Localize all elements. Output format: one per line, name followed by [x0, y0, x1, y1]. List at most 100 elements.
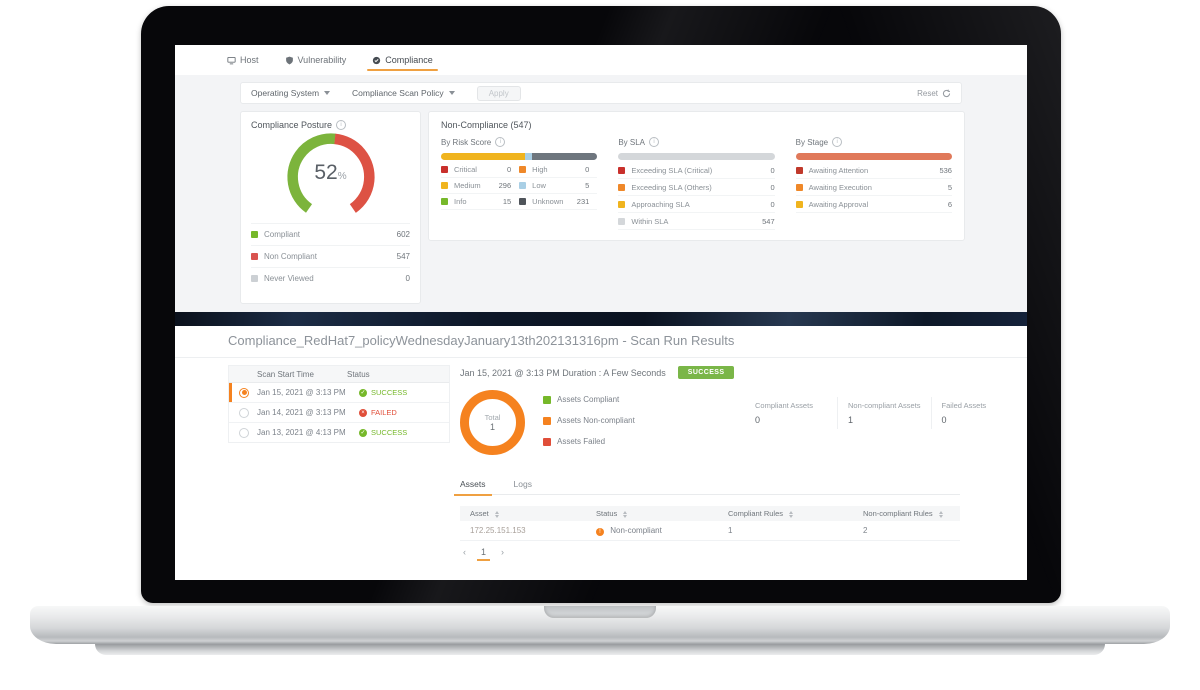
apply-button[interactable]: Apply: [476, 85, 521, 101]
non-compliant-rules-column-header[interactable]: Non-compliant Rules: [863, 509, 960, 518]
pagination: ‹ 1 ›: [463, 547, 505, 561]
status-column-header[interactable]: Status: [596, 509, 728, 518]
asset-ip-link[interactable]: 172.25.151.153: [470, 526, 526, 535]
awaiting-execution-label: Awaiting Execution: [808, 182, 872, 192]
compliance-scan-policy-dropdown[interactable]: Compliance Scan Policy: [352, 88, 455, 98]
info-icon[interactable]: [832, 137, 843, 147]
tab-logs[interactable]: Logs: [513, 479, 532, 489]
stage-legend: Awaiting Attention 536 Awaiting Executio…: [795, 162, 952, 213]
asset-column-label: Asset: [470, 509, 489, 518]
legend-awaiting-execution: Awaiting Execution 5: [795, 179, 952, 196]
medium-value: 296: [498, 181, 512, 190]
page-number[interactable]: 1: [476, 547, 491, 561]
awaiting-attention-label: Awaiting Attention: [808, 165, 869, 175]
risk-score-stacked-bar: [441, 153, 598, 160]
assets-compliant-label: Assets Compliant: [557, 395, 620, 404]
assets-table-header: Asset Status Compliant Rules Non-complia…: [460, 506, 960, 521]
assets-total-donut: Total 1: [460, 390, 525, 455]
asset-status-cell: Non-compliant: [596, 526, 728, 536]
by-risk-score-title: By Risk Score: [441, 137, 492, 147]
tab-vulnerability[interactable]: Vulnerability: [285, 45, 346, 75]
scan-status-label: FAILED: [371, 408, 397, 417]
gauge-percent: 52: [314, 161, 338, 184]
laptop-lip: [95, 644, 1105, 655]
legend-medium: Medium 296: [441, 178, 520, 194]
previous-page-button[interactable]: ‹: [463, 547, 466, 557]
exceeding-critical-swatch: [618, 166, 626, 174]
status-column-header: Status: [347, 369, 370, 379]
awaiting-approval-value: 6: [947, 199, 952, 209]
donut-total-label: Total: [484, 413, 501, 422]
non-compliant-assets-value: 1: [848, 415, 854, 425]
by-sla-title: By SLA: [618, 137, 646, 147]
scan-history-row[interactable]: Jan 14, 2021 @ 3:13 PM FAILED: [229, 403, 449, 423]
scan-history-table: Scan Start Time Status Jan 15, 2021 @ 3:…: [228, 365, 450, 443]
non-compliance-title: Non-Compliance (547): [441, 120, 532, 130]
non-compliance-title-row: Non-Compliance (547): [441, 120, 952, 130]
approaching-sla-label: Approaching SLA: [631, 199, 690, 209]
exceeding-others-swatch: [618, 183, 626, 191]
compliant-assets-stat: Compliant Assets 0: [745, 397, 837, 429]
sort-icon: [938, 510, 943, 518]
compliant-value: 602: [396, 230, 410, 239]
by-sla-section: By SLA Exceeding SLA (Critical) 0: [618, 137, 775, 230]
non-compliance-card: Non-Compliance (547) By Risk Score: [428, 111, 965, 241]
scan-run-results-title: Compliance_RedHat7_policyWednesdayJanuar…: [228, 333, 735, 348]
scan-history-row[interactable]: Jan 13, 2021 @ 4:13 PM SUCCESS: [229, 423, 449, 442]
legend-critical: Critical 0: [441, 162, 520, 178]
by-stage-section: By Stage Awaiting Attention 536: [795, 137, 952, 230]
critical-swatch: [441, 166, 448, 173]
info-icon[interactable]: [649, 137, 660, 147]
asset-column-header[interactable]: Asset: [460, 509, 596, 518]
scan-history-row[interactable]: Jan 15, 2021 @ 3:13 PM SUCCESS: [229, 383, 449, 403]
radio-unselected[interactable]: [239, 427, 249, 438]
asset-row: 172.25.151.153 Non-compliant 1 2: [460, 521, 960, 541]
non-compliant-assets-stat: Non-compliant Assets 1: [837, 397, 931, 429]
run-detail-summary: Jan 15, 2021 @ 3:13 PM Duration : A Few …: [460, 367, 666, 378]
success-badge: SUCCESS: [677, 366, 735, 379]
legend-approaching-sla: Approaching SLA 0: [618, 196, 775, 213]
compliant-label: Compliant: [264, 230, 301, 239]
scan-time: Jan 13, 2021 @ 4:13 PM: [257, 428, 346, 437]
unknown-swatch: [519, 198, 527, 205]
tab-compliance[interactable]: Compliance: [367, 45, 438, 75]
assets-table: Asset Status Compliant Rules Non-complia…: [460, 506, 960, 541]
compliant-rules-column-header[interactable]: Compliant Rules: [728, 509, 863, 518]
bar-segment-within-sla: [618, 153, 775, 160]
awaiting-execution-value: 5: [947, 182, 952, 192]
legend-awaiting-attention: Awaiting Attention 536: [795, 162, 952, 179]
bar-segment-unknown: [531, 153, 598, 160]
risk-score-legend: Critical 0 High 0 Medium 296: [441, 162, 598, 210]
nav-tabs: Host Vulnerability Compliance: [227, 45, 438, 75]
failed-icon: [359, 408, 367, 417]
by-risk-score-section: By Risk Score Critical 0: [441, 137, 598, 230]
operating-system-dropdown[interactable]: Operating System: [251, 88, 331, 98]
exceeding-others-label: Exceeding SLA (Others): [631, 182, 712, 192]
by-stage-header: By Stage: [796, 137, 952, 147]
awaiting-approval-label: Awaiting Approval: [808, 199, 869, 209]
gauge-arc: [286, 133, 375, 221]
low-swatch: [519, 182, 527, 189]
within-sla-swatch: [618, 217, 626, 225]
info-icon[interactable]: [495, 137, 506, 147]
compliance-scan-policy-label: Compliance Scan Policy: [352, 88, 444, 98]
tab-host[interactable]: Host: [227, 45, 259, 75]
reset-label: Reset: [917, 88, 938, 98]
laptop-notch: [544, 606, 656, 618]
tab-assets[interactable]: Assets: [454, 479, 491, 496]
bar-segment-medium: [441, 153, 526, 160]
legend-row-non-compliant: Non Compliant 547: [251, 245, 410, 267]
info-icon[interactable]: [336, 120, 347, 130]
next-page-button[interactable]: ›: [501, 547, 505, 557]
radio-unselected[interactable]: [239, 407, 249, 418]
legend-within-sla: Within SLA 547: [618, 213, 775, 230]
compliance-gauge: 52%: [251, 131, 410, 223]
radio-selected[interactable]: [239, 387, 249, 398]
info-label: Info: [454, 197, 467, 206]
compliance-posture-title-row: Compliance Posture: [251, 120, 410, 130]
reset-button[interactable]: Reset: [917, 89, 951, 98]
compliant-assets-label: Compliant Assets: [755, 401, 813, 410]
compliance-badge-icon: [373, 56, 381, 64]
sort-icon: [494, 510, 499, 518]
